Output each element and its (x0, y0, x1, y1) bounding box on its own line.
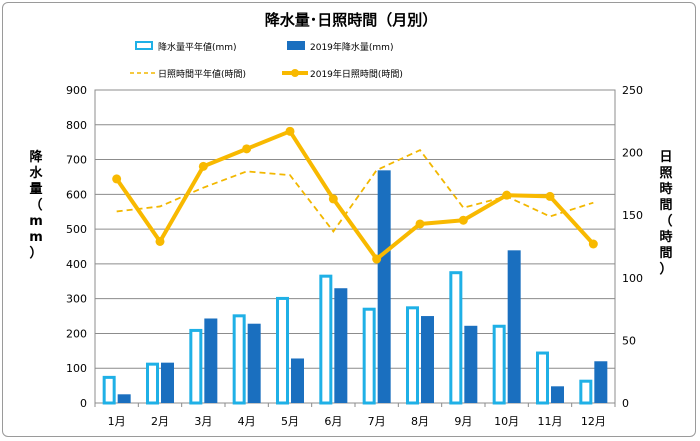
y-left-tick-label: 0 (80, 397, 87, 410)
bar-2019-precip (551, 386, 564, 403)
y-axis-title-right-char: （ (659, 213, 672, 229)
y-axis-title-right-char: 間 (659, 246, 672, 261)
bar-normal-precip (449, 271, 463, 405)
bar-2019-precip (247, 323, 261, 403)
y-left-tick-label: 400 (66, 258, 87, 271)
y-left-tick-label: 500 (66, 223, 87, 236)
y-axis-title-left-char: m (29, 214, 43, 229)
y-right-tick-label: 0 (622, 397, 629, 410)
point-2019-sunshine (415, 219, 425, 229)
bar-normal-precip (189, 328, 203, 405)
y-axis-title-left-char: m (29, 230, 43, 245)
legend-label: 2019年降水量(mm) (310, 41, 393, 53)
bar-normal-precip (362, 307, 376, 405)
bar-2019-precip (334, 288, 348, 403)
bar-2019-precip (161, 362, 174, 403)
bar-2019-precip (421, 316, 434, 403)
bar-normal-precip (146, 362, 159, 405)
bar-2019-precip (594, 361, 608, 403)
y-axis-title-right-char: 日 (659, 150, 672, 165)
chart-frame: 降水量･日照時間（月別） 降水量平年値(mm) 2019年降水量(mm) 日照時間平… (2, 2, 696, 437)
x-tick-label: 5月 (281, 415, 299, 428)
legend-swatch (287, 41, 305, 50)
bar-normal-precip (319, 274, 333, 405)
y-right-tick-label: 50 (622, 334, 636, 347)
x-tick-label: 3月 (194, 415, 212, 428)
y-axis-title-right-char: 照 (659, 166, 672, 181)
point-2019-sunshine (112, 174, 122, 184)
x-tick-label: 7月 (368, 415, 386, 428)
y-axis-title-right-char: 間 (659, 198, 672, 213)
point-2019-sunshine (242, 144, 252, 154)
bar-normal-precip (102, 375, 116, 405)
point-2019-sunshine (328, 194, 338, 204)
y-right-tick-label: 100 (622, 272, 643, 285)
chart: 降水量･日照時間（月別） 降水量平年値(mm) 2019年降水量(mm) 日照時間平… (29, 11, 672, 428)
y-left-tick-label: 100 (66, 362, 87, 375)
legend-label: 日照時間平年値(時間) (158, 68, 246, 80)
y-left-tick-label: 800 (66, 119, 87, 132)
bar-normal-precip (232, 314, 246, 405)
bars (102, 170, 608, 405)
line-2019-sunshine (115, 129, 595, 262)
y-right-tick-label: 200 (622, 147, 643, 160)
y-axis-title-left-char: 量 (29, 182, 42, 197)
lines (112, 126, 598, 264)
legend-swatch-marker (291, 69, 299, 77)
y-left-tick-label: 700 (66, 154, 87, 167)
x-tick-label: 9月 (454, 415, 472, 428)
legend-label: 2019年日照時間(時間) (310, 68, 403, 80)
line-normal-sunshine (116, 148, 594, 233)
y-left-tick-label: 200 (66, 327, 87, 340)
bar-2019-precip (377, 170, 391, 403)
bar-normal-precip (579, 379, 593, 405)
point-2019-sunshine (588, 239, 598, 249)
y-right-tick-label: 150 (622, 209, 643, 222)
x-tick-label: 1月 (108, 415, 126, 428)
point-2019-sunshine (198, 161, 208, 171)
x-tick-label: 12月 (581, 415, 606, 428)
legend-label: 降水量平年値(mm) (158, 41, 237, 53)
y-axis-title-left-char: ） (29, 245, 42, 261)
y-axis-title-left-char: （ (29, 197, 42, 213)
x-tick-label: 11月 (538, 415, 563, 428)
bar-2019-precip (464, 325, 478, 403)
x-tick-label: 10月 (494, 415, 519, 428)
x-tick-label: 2月 (151, 415, 169, 428)
chart-title: 降水量･日照時間（月別） (265, 11, 438, 29)
x-tick-label: 6月 (324, 415, 342, 428)
x-tick-label: 4月 (238, 415, 256, 428)
bar-2019-precip (507, 250, 521, 403)
y-left-tick-label: 600 (66, 188, 87, 201)
legend: 降水量平年値(mm) 2019年降水量(mm) 日照時間平年値(時間) 2019年日照… (130, 41, 403, 80)
y-axis-title-left-char: 水 (29, 165, 43, 181)
point-2019-sunshine (155, 236, 165, 246)
legend-swatch (135, 41, 153, 50)
bar-normal-precip (276, 296, 289, 405)
bar-2019-precip (291, 358, 304, 403)
point-2019-sunshine (458, 215, 468, 225)
bar-2019-precip (117, 394, 131, 403)
bar-normal-precip (536, 351, 549, 405)
x-tick-label: 8月 (411, 415, 429, 428)
y-axis-title-left-char: 降 (29, 149, 43, 165)
y-left-tick-label: 300 (66, 293, 87, 306)
bar-2019-precip (204, 318, 218, 403)
point-2019-sunshine (372, 254, 382, 264)
y-right-tick-label: 250 (622, 84, 643, 97)
bar-normal-precip (492, 324, 506, 405)
y-axis-title-left: 降水量（mm） (29, 149, 43, 261)
point-2019-sunshine (502, 190, 512, 200)
bar-normal-precip (406, 306, 419, 405)
y-left-tick-label: 900 (66, 84, 87, 97)
y-axis-title-right-char: 時 (659, 229, 672, 245)
point-2019-sunshine (545, 191, 555, 201)
point-2019-sunshine (285, 126, 295, 136)
y-axis-title-right-char: ） (659, 261, 672, 277)
axes: 0 100 200 300 400 500 600 700 800 900 0 50 100 150 200… (66, 84, 643, 428)
y-axis-title-right: 日照時間（時間） (659, 150, 672, 277)
y-axis-title-right-char: 時 (659, 181, 672, 197)
